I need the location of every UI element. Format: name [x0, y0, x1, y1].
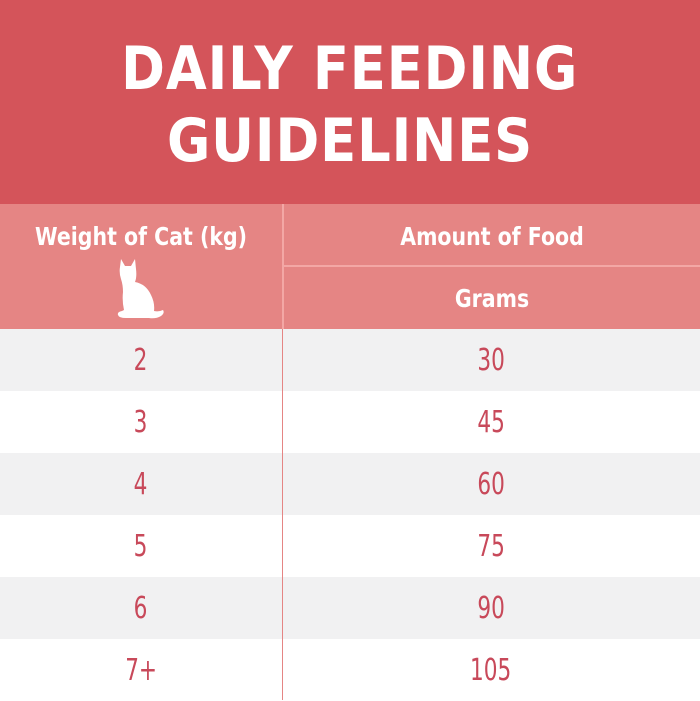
table-row: 5 75: [0, 515, 700, 577]
grams-cell: 30: [477, 342, 505, 378]
table-row: 7+ 105: [0, 639, 700, 701]
grams-cell: 45: [477, 404, 505, 440]
weight-cell: 4: [134, 466, 148, 502]
grams-cell: 75: [477, 528, 505, 564]
table-row: 2 30: [0, 329, 700, 391]
title-banner: DAILY FEEDING GUIDELINES: [0, 0, 700, 204]
table-row: 3 45: [0, 391, 700, 453]
title-line-2: GUIDELINES: [166, 106, 534, 176]
grams-unit-header: Grams: [454, 284, 530, 313]
weight-column-header: Weight of Cat (kg): [34, 222, 248, 251]
grams-cell: 60: [477, 466, 505, 502]
table-row: 4 60: [0, 453, 700, 515]
table-row: 6 90: [0, 577, 700, 639]
feeding-table-body: 2 30 3 45 4 60 5 75 6 90 7+ 105: [0, 329, 700, 701]
weight-cell: 2: [134, 342, 148, 378]
title-line-1: DAILY FEEDING: [121, 34, 579, 104]
weight-cell: 6: [134, 590, 148, 626]
subheader-divider: [284, 265, 700, 267]
cat-silhouette-icon: [117, 259, 164, 319]
weight-cell: 3: [134, 404, 148, 440]
grams-cell: 105: [470, 652, 512, 688]
weight-cell: 7+: [125, 652, 157, 688]
body-column-divider: [282, 329, 283, 700]
amount-column-header: Amount of Food: [400, 222, 584, 251]
grams-cell: 90: [477, 590, 505, 626]
weight-cell: 5: [134, 528, 148, 564]
